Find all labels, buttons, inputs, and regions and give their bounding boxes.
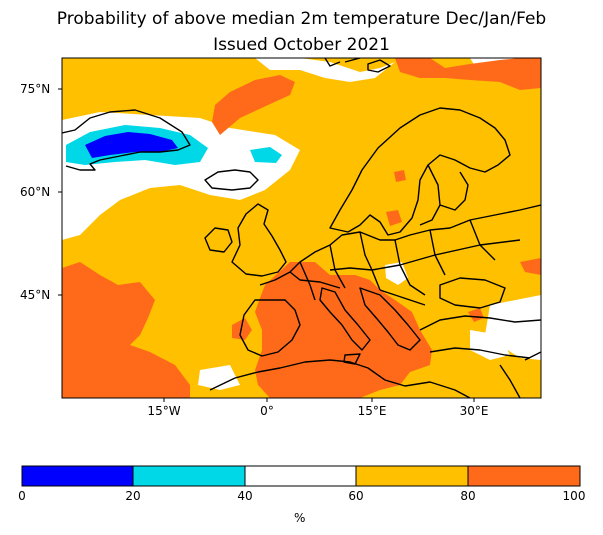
lon-label-0: 0° (260, 404, 274, 418)
coastlines-and-borders (62, 58, 541, 398)
colorbar-tick-20: 20 (125, 489, 141, 503)
colorbar-bin-80-100 (468, 466, 580, 486)
lon-label-15e: 15°E (357, 404, 387, 418)
lat-label-45n: 45°N (20, 288, 51, 302)
lon-label-30e: 30°E (459, 404, 489, 418)
colorbar-bin-0-20 (22, 466, 133, 486)
colorbar-tick-60: 60 (348, 489, 364, 503)
lon-label-15w: 15°W (147, 404, 181, 418)
colorbar-tick-80: 80 (460, 489, 476, 503)
colorbar-tick-0: 0 (18, 489, 26, 503)
title-line-1: Probability of above median 2m temperatu… (56, 9, 547, 29)
colorbar-bin-60-80 (356, 466, 468, 486)
colorbar-unit-label: % (294, 511, 306, 525)
lat-ticks (58, 88, 62, 296)
colorbar-bin-20-40 (133, 466, 245, 486)
colorbar-frame (21, 465, 581, 487)
colorbar (21, 465, 581, 487)
colorbar-tick-100: 100 (562, 489, 586, 503)
colorbar-tick-40: 40 (237, 489, 253, 503)
lat-label-75n: 75°N (20, 82, 51, 96)
lat-label-60n: 60°N (20, 185, 51, 199)
map-frame (61, 57, 542, 399)
title-line-2: Issued October 2021 (213, 35, 390, 55)
lon-ticks (163, 398, 475, 402)
colorbar-bin-40-60 (245, 466, 356, 486)
